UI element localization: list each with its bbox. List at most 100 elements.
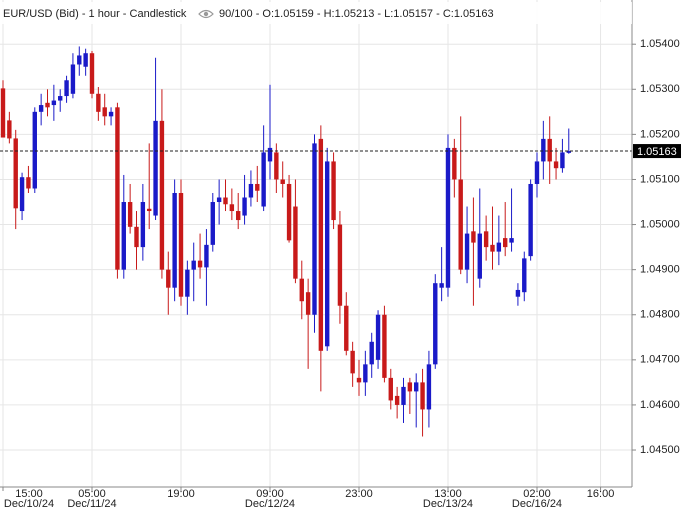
x-tick-label: 19:00 [167,488,195,500]
candle-body [242,197,247,216]
y-tick-label: 1.04500 [640,444,680,456]
candle-body [464,233,470,270]
x-tick-label: 15:00 [15,488,43,500]
y-tick-label: 1.05100 [640,173,680,185]
candle-body [337,224,343,306]
candle-body [102,107,107,117]
y-tick-label: 1.05300 [640,83,680,95]
candle-body [280,179,285,184]
candle-body [382,314,387,378]
header-bg [0,2,632,24]
candle-body [439,283,444,288]
candle-body [509,238,514,243]
candle-body [255,183,260,191]
candle-body [293,206,298,279]
candle-body [471,231,476,243]
axis-labels: 1.04500 1.04600 1.04700 1.04800 1.04900 1.050… [2,38,680,508]
x-tick-label: 16:00 [587,488,615,500]
x-date-label: Dec/13/24 [423,498,473,508]
x-date-label: Dec/11/24 [67,498,116,508]
candle-body [115,107,120,270]
candle-body [344,305,349,351]
candle-body [229,204,235,212]
chart-title: EUR/USD (Bid) - 1 hour - Candlestick [3,8,187,20]
candle-body [496,242,502,252]
x-tick-label: 23:00 [345,488,373,500]
candle-body [305,292,311,315]
x-date-label: Dec/16/24 [512,498,562,508]
candle-body [261,152,266,207]
candle-body [26,177,31,189]
candle-body [51,100,57,106]
candle-body [286,183,292,241]
candle-body [153,120,158,216]
candle-body [433,283,438,365]
candle-body [503,238,508,248]
candle-body [13,138,18,209]
candle-body [89,53,95,94]
candle-body [216,197,222,203]
candle-body [223,197,228,205]
candle-body [483,231,489,248]
candle-body [534,161,540,184]
candle-body [394,395,400,405]
eye-icon [198,9,214,19]
candle-body [363,364,368,383]
candle-body [210,202,215,245]
candle-body [356,377,362,383]
candle-body [248,183,254,198]
candle-body [7,120,12,139]
candle-body [312,143,317,315]
candle-body [541,138,546,162]
candle-body [19,177,25,212]
candle-body [414,382,419,392]
x-tick-label: 09:00 [256,488,284,500]
candle-body [96,93,101,112]
candle-body [58,96,63,101]
candle-body [274,152,279,180]
candle-body [407,382,413,392]
candle-body [191,260,196,270]
candle-body [426,364,432,410]
candle-body [318,138,324,351]
y-tick-label: 1.04700 [640,354,680,366]
candle-body [159,120,165,270]
candle-body [197,260,203,268]
candle-body [172,192,177,288]
candle-body [388,377,393,401]
candle-body [108,111,114,117]
candle-body [553,161,559,169]
candle-body [522,258,527,293]
y-tick-label: 1.04600 [640,399,680,411]
x-tick-label: 13:00 [434,488,462,500]
candle-body [528,183,533,257]
candle-body [490,244,495,252]
candle-body [236,211,241,221]
candle-body [64,80,69,97]
candle-body [0,88,6,138]
x-date-label: Dec/12/24 [245,498,295,508]
candle-body [369,341,374,365]
candle-body [38,105,44,112]
candle-body [45,102,50,108]
candle-body [325,161,330,347]
last-price-box [633,144,681,159]
candle-body [83,53,88,67]
candle-body [299,278,304,302]
candle-body [147,208,152,212]
candle-body [127,202,133,227]
last-price-label: 1.05163 [637,146,677,158]
candle-body [121,202,126,270]
y-tick-label: 1.05200 [640,128,680,140]
candle-body [458,179,463,270]
candle-body [375,314,381,360]
candle-body [515,289,521,297]
candle-body [350,350,355,374]
candle-body [560,152,565,169]
candle-body [70,64,76,94]
candle-body [166,269,171,288]
candle-body [420,382,425,410]
